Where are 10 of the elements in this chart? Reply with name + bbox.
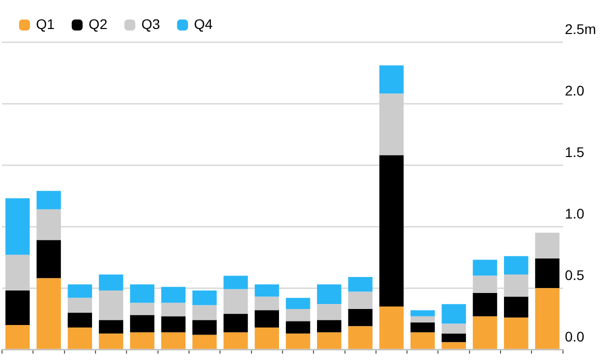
legend-label: Q2: [88, 16, 108, 32]
y-tick-label: 1.5: [564, 144, 585, 160]
y-tick-label: 2.0: [564, 82, 585, 98]
y-tick-label: 0.5: [564, 266, 585, 283]
y-tick-label: 2.5m: [564, 20, 596, 37]
y-tick-label: 0.0: [564, 328, 585, 344]
legend-label: Q4: [194, 16, 213, 32]
legend-label: Q3: [141, 16, 160, 32]
y-tick-label: 1.0: [564, 205, 585, 222]
legend-label: Q1: [36, 16, 55, 32]
